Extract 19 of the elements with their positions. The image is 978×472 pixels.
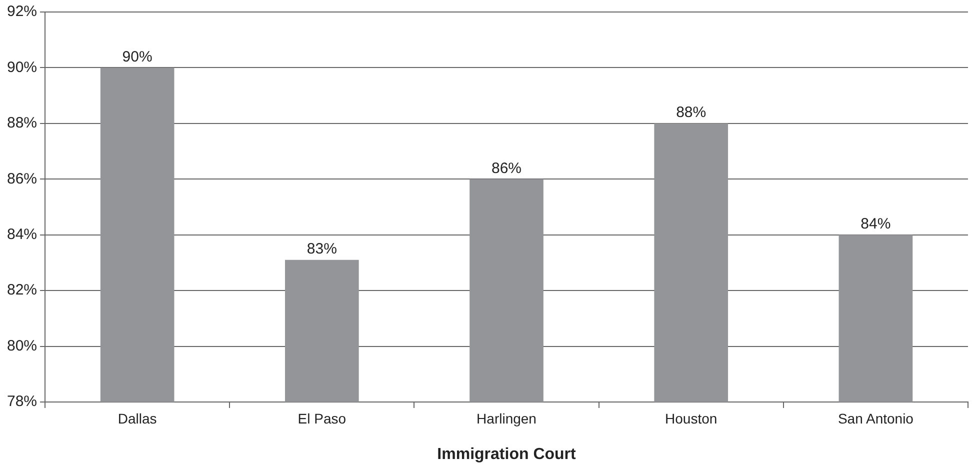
x-tick-label: San Antonio — [838, 410, 914, 426]
x-axis-title: Immigration Court — [437, 446, 577, 463]
y-tick-label: 84% — [6, 226, 38, 243]
y-tick-label: 80% — [6, 337, 38, 354]
y-tick-label: 92% — [6, 3, 38, 20]
y-tick-label: 88% — [6, 114, 38, 132]
data-label: 90% — [122, 48, 152, 66]
x-tick-label: Dallas — [118, 410, 157, 426]
x-tick-label: Houston — [665, 410, 718, 426]
y-tick-label: 82% — [6, 282, 38, 299]
y-tick-label: 78% — [6, 393, 38, 410]
y-tick-label: 86% — [6, 170, 38, 188]
x-tick-label: Harlingen — [476, 410, 536, 426]
data-label: 86% — [491, 160, 522, 177]
data-label: 88% — [676, 104, 706, 122]
x-tick-label: El Paso — [298, 410, 346, 426]
data-label: 84% — [860, 216, 891, 232]
y-tick-label: 90% — [6, 58, 38, 76]
data-label: 83% — [306, 240, 337, 258]
